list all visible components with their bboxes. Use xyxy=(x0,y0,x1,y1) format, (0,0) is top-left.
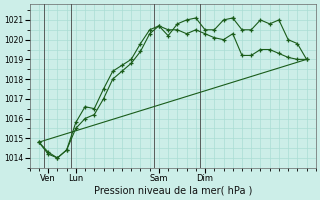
X-axis label: Pression niveau de la mer( hPa ): Pression niveau de la mer( hPa ) xyxy=(93,186,252,196)
